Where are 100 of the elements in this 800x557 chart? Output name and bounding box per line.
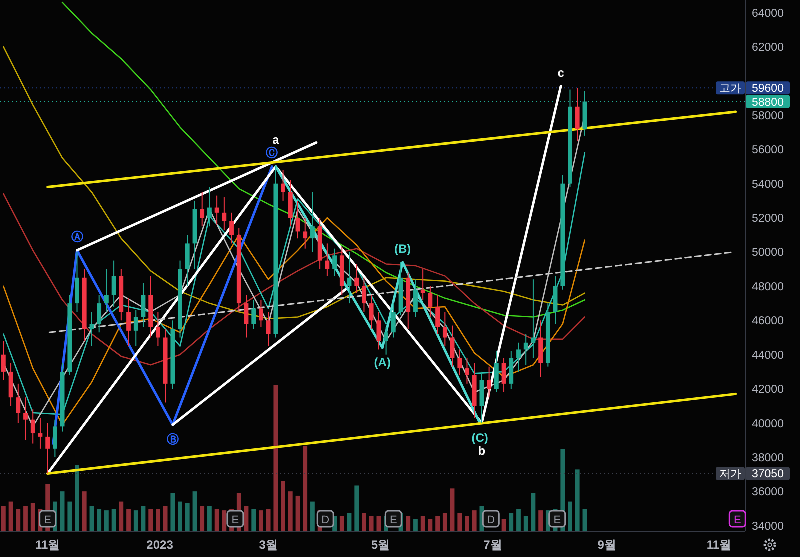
- bar: [362, 513, 366, 531]
- bar: [244, 506, 249, 531]
- candlestick: [450, 325, 455, 368]
- bar: [163, 506, 168, 531]
- x-tick-label: 11월: [706, 538, 732, 552]
- y-tick-label: 58000: [752, 110, 784, 122]
- candlestick: [465, 358, 470, 384]
- candlestick: [126, 298, 131, 347]
- bar: [414, 519, 418, 531]
- bar: [60, 492, 65, 531]
- y-tick-label: 50000: [752, 247, 784, 260]
- candlestick: [208, 186, 212, 228]
- line-series: [3, 217, 586, 426]
- candlestick: [442, 312, 448, 347]
- bar: [104, 510, 109, 531]
- y-tick-label: 59600: [752, 83, 784, 96]
- candlestick: [16, 383, 21, 424]
- candlestick: [252, 300, 256, 330]
- bar: [296, 496, 300, 531]
- bar: [538, 510, 544, 531]
- bar: [141, 506, 146, 531]
- bar: [354, 486, 360, 531]
- y-tick-label: 42000: [752, 384, 784, 396]
- bar: [68, 502, 72, 531]
- annotation: D: [322, 514, 330, 526]
- candlestick: [414, 279, 418, 318]
- bar: [222, 510, 227, 531]
- candlestick: [354, 264, 360, 294]
- annotation: E: [554, 514, 562, 526]
- bar: [24, 506, 28, 531]
- candlestick: [259, 300, 264, 328]
- candlestick: [156, 312, 160, 347]
- candlestick: [230, 212, 234, 244]
- annotation: (A): [374, 356, 391, 370]
- candlestick: [524, 334, 528, 366]
- bar: [192, 492, 198, 531]
- bar: [465, 516, 470, 531]
- candlestick: [487, 366, 492, 398]
- bar: [90, 506, 94, 531]
- candlestick: [303, 218, 308, 250]
- candlestick: [325, 243, 330, 277]
- bar: [458, 513, 462, 531]
- candlestick: [200, 192, 205, 228]
- candlestick: [281, 170, 286, 202]
- candlestick: [30, 409, 36, 444]
- bar: [406, 516, 411, 531]
- bar: [82, 492, 87, 531]
- bar: [178, 502, 182, 531]
- candlestick: [38, 418, 43, 450]
- bar: [568, 502, 572, 531]
- y-tick-label: 56000: [752, 144, 784, 157]
- bar: [156, 509, 160, 531]
- bar: [509, 513, 514, 531]
- candlestick: [112, 260, 116, 308]
- bar: [148, 509, 154, 531]
- bar: [259, 510, 264, 531]
- bar: [208, 506, 212, 531]
- bar: [170, 493, 176, 531]
- y-tick-label: 52000: [752, 213, 784, 226]
- bar: [369, 516, 374, 531]
- y-tick-label: 36000: [752, 486, 784, 499]
- candlestick: [310, 192, 315, 253]
- bar: [436, 516, 440, 531]
- y-tick-label: 64000: [752, 8, 784, 20]
- candlestick: [458, 349, 462, 376]
- candlestick: [104, 268, 109, 313]
- bar: [524, 516, 528, 531]
- candlestick: [347, 252, 352, 304]
- candlestick: [362, 277, 366, 313]
- bar: [531, 493, 536, 531]
- bar: [376, 516, 382, 531]
- x-tick-label: 2023: [146, 538, 174, 552]
- bar: [200, 506, 205, 531]
- y-tick-label: 62000: [752, 42, 784, 54]
- candlestick: [1, 340, 6, 382]
- bar: [8, 502, 14, 531]
- x-tick-label: 5월: [371, 538, 390, 552]
- line-series: [3, 46, 586, 320]
- candlestick: [97, 294, 102, 334]
- annotation: Ⓒ: [266, 146, 278, 160]
- candlestick: [391, 303, 396, 338]
- candlestick: [222, 197, 227, 231]
- candlestick: [428, 286, 433, 318]
- candlestick: [24, 397, 28, 441]
- bar: [30, 503, 36, 531]
- x-tick-label: 7월: [484, 538, 502, 552]
- bar: [303, 446, 308, 531]
- bar: [1, 506, 6, 531]
- candlestick: [516, 342, 521, 372]
- line-series: [46, 85, 562, 475]
- bar: [16, 509, 21, 531]
- y-tick-label: 34000: [752, 520, 784, 533]
- y-tick-label: 37050: [752, 468, 784, 481]
- bar: [575, 470, 580, 531]
- annotation: (C): [472, 430, 488, 445]
- bar: [185, 503, 190, 531]
- bar: [582, 509, 588, 531]
- annotation: D: [487, 514, 496, 526]
- annotation: c: [558, 66, 565, 80]
- x-tick-label: 11월: [35, 538, 60, 552]
